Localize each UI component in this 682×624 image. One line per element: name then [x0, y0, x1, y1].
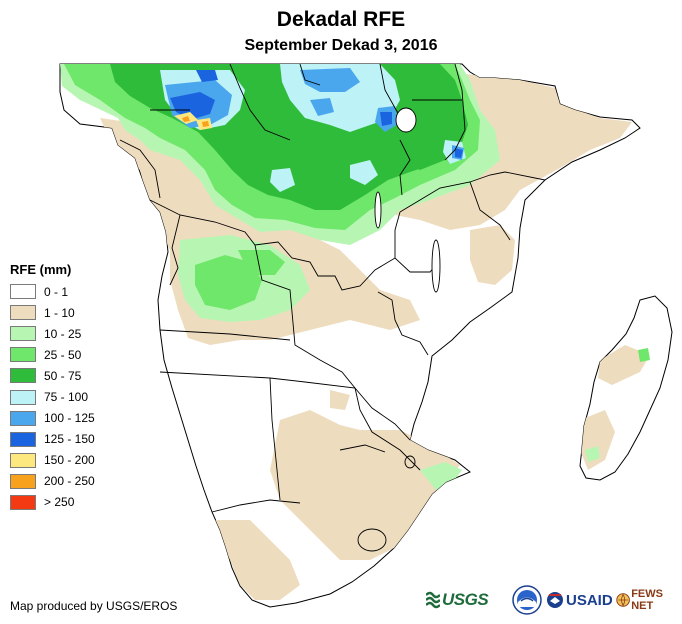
agency-logos: USGS USAID FEWS NET — [426, 584, 676, 618]
usgs-logo: USGS — [426, 584, 489, 616]
legend-label: 75 - 100 — [44, 390, 89, 405]
legend-label: 25 - 50 — [44, 347, 82, 362]
legend-label: > 250 — [44, 495, 75, 510]
legend-label: 1 - 10 — [44, 305, 75, 320]
legend-item: 0 - 1 — [10, 281, 95, 302]
fews-logo: FEWS NET — [616, 584, 676, 616]
legend-label: 0 - 1 — [44, 284, 69, 299]
legend-swatch — [10, 368, 36, 384]
legend-item: 200 - 250 — [10, 471, 95, 492]
legend-swatch — [10, 326, 36, 342]
legend-item: 25 - 50 — [10, 344, 95, 365]
usgs-logo-text: USGS — [442, 590, 489, 609]
fews-logo-text: FEWS NET — [631, 588, 663, 612]
legend-item: > 250 — [10, 492, 95, 513]
credit-text: Map produced by USGS/EROS — [10, 599, 178, 613]
legend-item: 10 - 25 — [10, 323, 95, 344]
legend-label: 50 - 75 — [44, 368, 82, 383]
legend-swatch — [10, 410, 36, 426]
legend-swatch — [10, 494, 36, 510]
legend: RFE (mm) 0 - 1 1 - 10 10 - 25 25 - 50 50 - 7… — [10, 262, 95, 513]
legend-item: 1 - 10 — [10, 302, 95, 323]
legend-label: 125 - 150 — [44, 432, 95, 447]
legend-swatch — [10, 389, 36, 405]
legend-label: 200 - 250 — [44, 474, 95, 489]
usaid-seal-icon — [547, 592, 563, 608]
legend-swatch — [10, 452, 36, 468]
legend-item: 150 - 200 — [10, 450, 95, 471]
legend-item: 75 - 100 — [10, 386, 95, 407]
usgs-wave-icon — [426, 591, 440, 609]
noaa-logo — [512, 584, 542, 616]
legend-swatch — [10, 347, 36, 363]
legend-item: 125 - 150 — [10, 429, 95, 450]
legend-label: 100 - 125 — [44, 411, 95, 426]
legend-swatch — [10, 305, 36, 321]
fews-globe-icon — [616, 593, 630, 607]
noaa-seal-icon — [512, 585, 542, 615]
map-title: Dekadal RFE — [276, 8, 406, 31]
map-subtitle: September Dekad 3, 2016 — [244, 37, 438, 54]
legend-item: 50 - 75 — [10, 365, 95, 386]
legend-item: 100 - 125 — [10, 408, 95, 429]
legend-swatch — [10, 431, 36, 447]
legend-swatch — [10, 473, 36, 489]
legend-swatch — [10, 284, 36, 300]
usaid-logo: USAID — [546, 584, 613, 616]
legend-title: RFE (mm) — [10, 262, 72, 277]
legend-label: 10 - 25 — [44, 326, 82, 341]
usaid-logo-text: USAID — [566, 591, 613, 609]
legend-label: 150 - 200 — [44, 453, 95, 468]
